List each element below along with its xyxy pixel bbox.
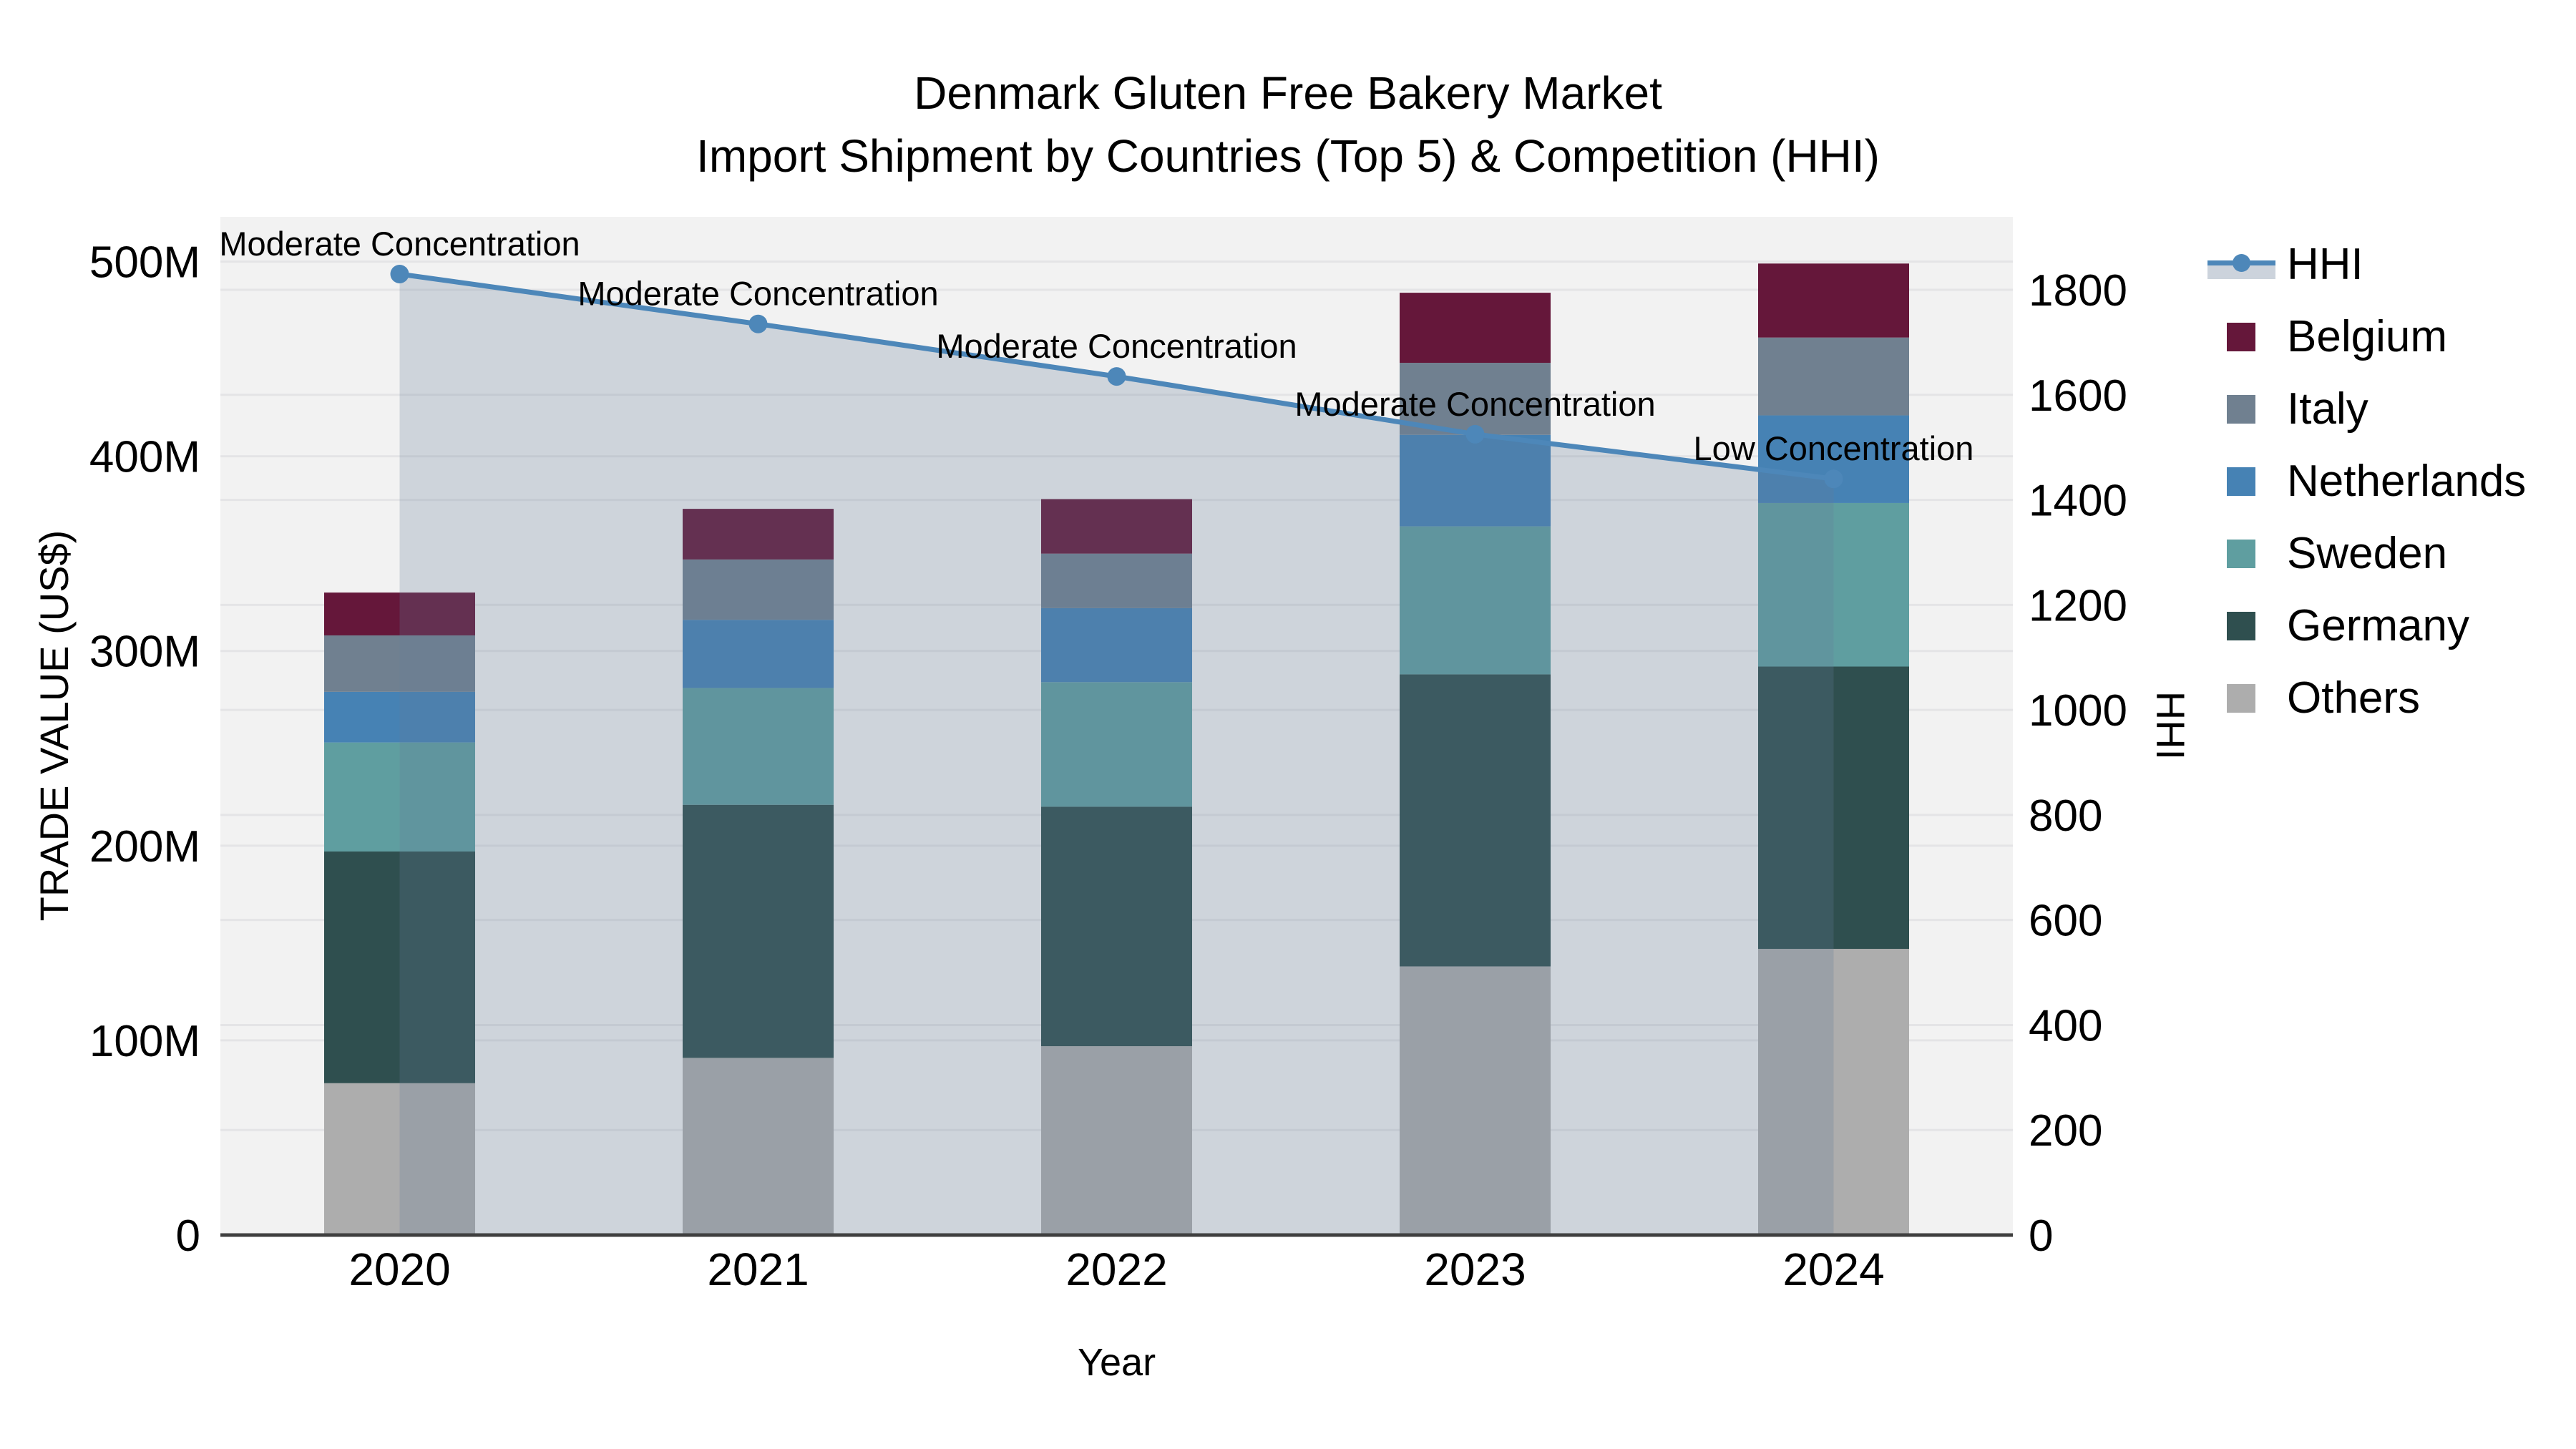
bar-segment-germany-2023[interactable]: [1400, 674, 1551, 967]
hhi-point-2020[interactable]: [390, 264, 409, 283]
legend-item-sweden[interactable]: Sweden: [2207, 517, 2526, 590]
legend-label: Others: [2287, 673, 2421, 723]
legend-label: HHI: [2287, 240, 2363, 289]
legend-item-germany[interactable]: Germany: [2207, 590, 2526, 662]
bar-segment-netherlands-2023[interactable]: [1400, 434, 1551, 527]
legend-item-italy[interactable]: Italy: [2207, 373, 2526, 445]
bar-segment-others-2021[interactable]: [683, 1058, 834, 1235]
bar-segment-germany-2020[interactable]: [324, 851, 475, 1083]
y-right-tick-label: 1200: [2029, 581, 2127, 630]
hhi-point-2021[interactable]: [748, 314, 768, 333]
bar-segment-germany-2024[interactable]: [1758, 666, 1909, 950]
bar-segment-sweden-2024[interactable]: [1758, 502, 1909, 667]
y-right-tick-label: 1400: [2029, 477, 2127, 526]
hhi-annotation: Moderate Concentration: [219, 225, 580, 263]
y-left-tick-label: 400M: [89, 433, 200, 482]
y-right-tick-label: 600: [2029, 897, 2102, 946]
hhi-annotation: Moderate Concentration: [1294, 385, 1655, 423]
y-right-tick-label: 800: [2029, 791, 2102, 841]
legend: HHI Belgium Italy Netherlands Sweden Germany O…: [2207, 228, 2526, 734]
legend-label: Italy: [2287, 384, 2368, 434]
color-swatch-icon: [2207, 467, 2275, 496]
color-swatch-icon: [2207, 683, 2275, 713]
y-left-tick-label: 500M: [89, 238, 200, 288]
bar-segment-sweden-2020[interactable]: [324, 742, 475, 852]
color-swatch-icon: [2207, 394, 2275, 424]
y-right-tick-label: 0: [2029, 1211, 2053, 1261]
y-left-tick-label: 0: [176, 1211, 200, 1261]
bar-segment-belgium-2024[interactable]: [1758, 263, 1909, 338]
color-swatch-icon: [2207, 322, 2275, 351]
hhi-annotation: Low Concentration: [1694, 429, 1974, 467]
y-left-tick-label: 100M: [89, 1017, 200, 1066]
y-right-tick-label: 400: [2029, 1001, 2102, 1050]
color-swatch-icon: [2207, 611, 2275, 640]
bar-segment-others-2022[interactable]: [1041, 1046, 1192, 1235]
y-left-tick-label: 200M: [89, 822, 200, 872]
bar-segment-belgium-2022[interactable]: [1041, 499, 1192, 554]
bar-segment-sweden-2023[interactable]: [1400, 526, 1551, 675]
bar-segment-others-2023[interactable]: [1400, 966, 1551, 1235]
bar-segment-italy-2023[interactable]: [1400, 363, 1551, 435]
bar-segment-belgium-2023[interactable]: [1400, 293, 1551, 364]
x-tick-label: 2020: [348, 1244, 450, 1295]
bar-segment-netherlands-2020[interactable]: [324, 691, 475, 743]
legend-item-others[interactable]: Others: [2207, 662, 2526, 734]
chart-title-line2: Import Shipment by Countries (Top 5) & C…: [696, 130, 1880, 182]
bar-segment-italy-2020[interactable]: [324, 635, 475, 692]
y-right-tick-label: 1600: [2029, 371, 2127, 421]
x-axis-title: Year: [1078, 1341, 1156, 1384]
bar-segment-netherlands-2024[interactable]: [1758, 415, 1909, 503]
x-tick-label: 2022: [1065, 1244, 1167, 1295]
x-tick-label: 2023: [1424, 1244, 1526, 1295]
legend-item-netherlands[interactable]: Netherlands: [2207, 445, 2526, 517]
y-right-axis-title: HHI: [2148, 691, 2193, 760]
bar-segment-belgium-2021[interactable]: [683, 509, 834, 560]
bar-segment-italy-2024[interactable]: [1758, 337, 1909, 416]
color-swatch-icon: [2207, 539, 2275, 568]
y-left-axis-title: TRADE VALUE (US$): [31, 530, 77, 922]
y-right-tick-label: 1000: [2029, 686, 2127, 736]
bar-segment-others-2020[interactable]: [324, 1083, 475, 1235]
legend-label: Sweden: [2287, 529, 2448, 578]
legend-label: Germany: [2287, 601, 2469, 650]
hhi-point-2023[interactable]: [1465, 424, 1485, 444]
y-right-tick-label: 200: [2029, 1106, 2102, 1156]
bar-segment-netherlands-2021[interactable]: [683, 620, 834, 688]
hhi-line-swatch-icon: [2207, 250, 2275, 279]
bar-segment-netherlands-2022[interactable]: [1041, 608, 1192, 683]
legend-label: Netherlands: [2287, 457, 2527, 506]
bar-segment-italy-2022[interactable]: [1041, 553, 1192, 608]
bar-segment-others-2024[interactable]: [1758, 949, 1909, 1235]
hhi-annotation: Moderate Concentration: [577, 275, 938, 313]
legend-item-hhi[interactable]: HHI: [2207, 228, 2526, 301]
x-tick-label: 2024: [1782, 1244, 1884, 1295]
bar-segment-germany-2021[interactable]: [683, 804, 834, 1058]
legend-item-belgium[interactable]: Belgium: [2207, 301, 2526, 373]
chart-title-line1: Denmark Gluten Free Bakery Market: [914, 67, 1662, 119]
bar-segment-germany-2022[interactable]: [1041, 806, 1192, 1047]
hhi-area: [399, 273, 1834, 1235]
y-right-tick-label: 1800: [2029, 266, 2127, 316]
hhi-point-2024[interactable]: [1824, 469, 1843, 489]
hhi-annotation: Moderate Concentration: [936, 327, 1297, 365]
bar-segment-sweden-2022[interactable]: [1041, 682, 1192, 807]
legend-label: Belgium: [2287, 312, 2447, 361]
hhi-point-2022[interactable]: [1107, 367, 1126, 386]
bar-segment-belgium-2020[interactable]: [324, 592, 475, 635]
bar-segment-italy-2021[interactable]: [683, 559, 834, 620]
chart-title: Denmark Gluten Free Bakery Market Import…: [0, 62, 2576, 187]
y-left-tick-label: 300M: [89, 628, 200, 677]
bar-segment-sweden-2021[interactable]: [683, 688, 834, 805]
x-tick-label: 2021: [707, 1244, 809, 1295]
